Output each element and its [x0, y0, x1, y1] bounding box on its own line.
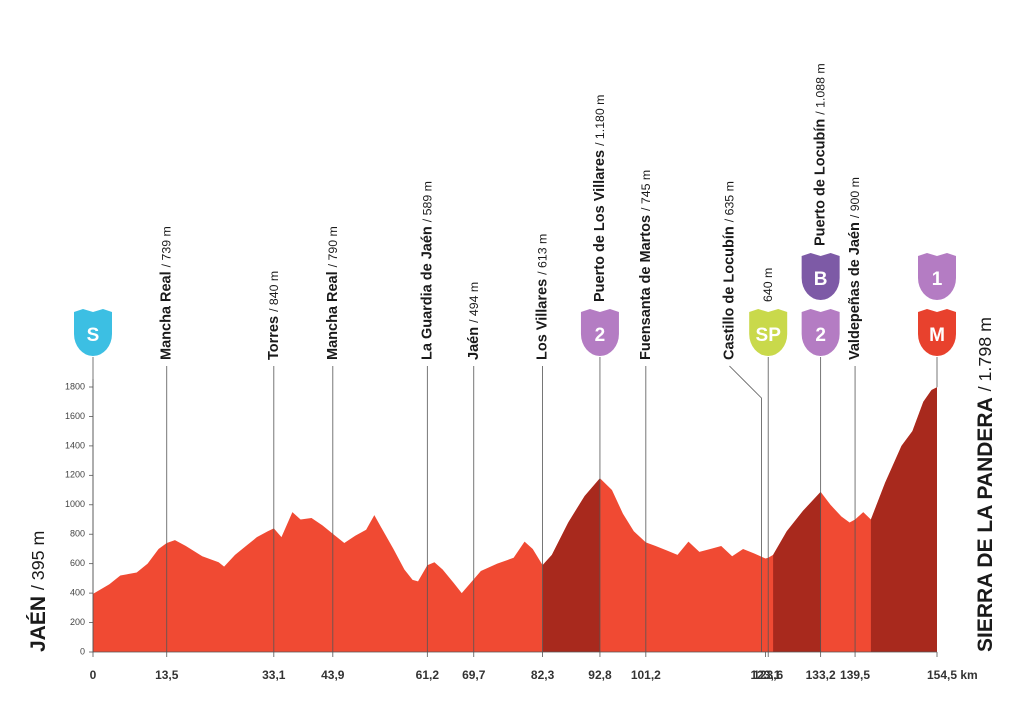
waypoint-name: Fuensanta de Martos: [638, 215, 654, 360]
waypoint-label: Mancha Real / 790 m: [325, 226, 341, 360]
badge-label: B: [814, 269, 828, 290]
badge: S: [74, 309, 112, 356]
waypoint-detail: / 840 m: [267, 271, 281, 312]
waypoint-detail: / 613 m: [536, 234, 550, 275]
badge: B: [801, 253, 840, 300]
leader-line: [729, 365, 762, 652]
badge-label: 2: [815, 325, 826, 346]
badge: 1: [918, 253, 956, 300]
y-tick-label: 0: [80, 646, 85, 656]
y-tick-label: 200: [70, 617, 85, 627]
waypoint-detail: / 900 m: [848, 177, 862, 218]
x-tick-label: 33,1: [262, 668, 286, 682]
y-tick-label: 1000: [65, 499, 85, 509]
waypoint-detail: / 1.088 m: [814, 63, 828, 114]
x-tick-label: 101,2: [631, 668, 661, 682]
waypoint-detail: / 790 m: [326, 226, 340, 267]
waypoint-label: Jaén / 494 m: [466, 282, 482, 360]
waypoint-name: Castillo de Locubín: [721, 226, 737, 360]
waypoint-label: Mancha Real / 739 m: [159, 226, 175, 360]
x-tick-label: 123,1: [750, 668, 780, 682]
badge-label: S: [87, 325, 100, 346]
waypoint-detail: / 395 m: [28, 531, 48, 591]
waypoint-label: 640 m: [761, 268, 775, 302]
x-tick-label: 0: [90, 668, 97, 682]
y-tick-label: 800: [70, 529, 85, 539]
x-tick-label: 92,8: [588, 668, 612, 682]
waypoint-name: Torres: [266, 316, 282, 360]
waypoint-name: Los Villares: [535, 279, 551, 360]
waypoint-name: JAÉN: [27, 596, 50, 652]
badge-shape: [801, 253, 840, 300]
y-tick-label: 1600: [65, 411, 85, 421]
badge-label: M: [929, 325, 945, 346]
badge-shape: [74, 309, 112, 356]
waypoint-label: Puerto de Los Villares / 1.180 m: [592, 95, 608, 302]
waypoint-detail: 640 m: [761, 268, 775, 302]
x-tick-label: 82,3: [531, 668, 555, 682]
x-tick-label: 139,5: [840, 668, 870, 682]
badge: SP: [749, 309, 788, 356]
x-tick-label: 69,7: [462, 668, 486, 682]
waypoint-label: SIERRA DE LA PANDERA / 1.798 m: [974, 317, 997, 652]
y-tick-label: 400: [70, 587, 85, 597]
elevation-area: [93, 387, 937, 652]
waypoint-label: Puerto de Locubín / 1.088 m: [813, 63, 829, 246]
badge: M: [918, 309, 956, 356]
waypoint-name: Puerto de Los Villares: [592, 150, 608, 302]
badge: 2: [580, 309, 619, 356]
x-tick-label: 13,5: [155, 668, 179, 682]
badge-shape: [749, 309, 788, 356]
x-tick-label: 43,9: [321, 668, 345, 682]
waypoint-name: Mancha Real: [159, 271, 175, 360]
x-tick-label: 61,2: [416, 668, 440, 682]
waypoint-name: Mancha Real: [325, 271, 341, 360]
waypoint-label: Torres / 840 m: [266, 271, 282, 360]
y-tick-label: 1200: [65, 470, 85, 480]
x-tick-label: 123,6: [753, 668, 783, 682]
waypoint-name: La Guardia de Jaén: [419, 226, 435, 360]
y-tick-label: 1800: [65, 381, 85, 391]
badge-shape: [918, 253, 956, 300]
waypoint-name: Puerto de Locubín: [813, 119, 829, 246]
waypoint-detail: / 745 m: [639, 170, 653, 211]
badge: 2: [801, 309, 840, 356]
badge-label: 2: [595, 325, 606, 346]
waypoint-label: JAÉN / 395 m: [27, 531, 50, 652]
y-tick-label: 1400: [65, 440, 85, 450]
badge-shape: [580, 309, 619, 356]
waypoint-detail: / 635 m: [722, 181, 736, 222]
waypoint-label: Los Villares / 613 m: [535, 234, 551, 360]
waypoint-name: SIERRA DE LA PANDERA: [974, 397, 997, 652]
waypoint-name: Jaén: [466, 327, 482, 360]
waypoint-detail: / 589 m: [420, 181, 434, 222]
badge-shape: [918, 309, 956, 356]
waypoint-detail: / 1.180 m: [593, 95, 607, 146]
waypoint-label: La Guardia de Jaén / 589 m: [419, 181, 435, 360]
badge-shape: [801, 309, 840, 356]
waypoint-detail: / 494 m: [467, 282, 481, 323]
waypoint-detail: / 1.798 m: [975, 317, 995, 391]
y-tick-label: 600: [70, 558, 85, 568]
x-tick-label: 154,5 km: [927, 668, 978, 682]
badge-label: SP: [756, 325, 782, 346]
waypoint-label: Fuensanta de Martos / 745 m: [638, 170, 654, 360]
waypoint-detail: / 739 m: [160, 226, 174, 267]
waypoint-label: Castillo de Locubín / 635 m: [721, 181, 737, 360]
waypoint-label: Valdepeñas de Jaén / 900 m: [847, 177, 863, 360]
badge-label: 1: [932, 269, 943, 290]
waypoint-name: Valdepeñas de Jaén: [847, 222, 863, 360]
x-tick-label: 133,2: [806, 668, 836, 682]
